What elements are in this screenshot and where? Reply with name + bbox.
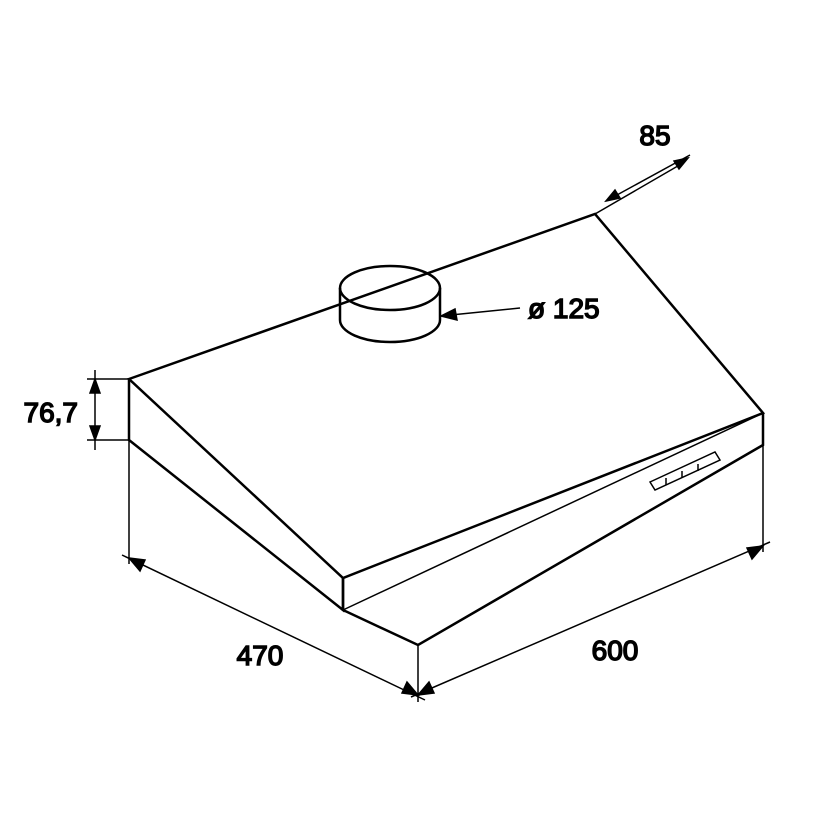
hood-body: [129, 214, 763, 645]
hood-left-face: [129, 379, 343, 610]
arrow-depth-end: [402, 682, 418, 695]
arrow-depth-start: [129, 558, 145, 571]
control-panel: [650, 452, 720, 490]
label-85: 85: [639, 120, 670, 151]
dimension-85: 85: [595, 120, 690, 214]
dimension-diameter: ø 125: [441, 293, 600, 324]
hood-bevel-line: [343, 413, 763, 610]
label-diameter: ø 125: [528, 293, 600, 324]
label-depth: 470: [237, 640, 284, 671]
arrow-85-start: [606, 190, 620, 201]
dimension-width: 600: [411, 445, 770, 697]
hood-front-face: [343, 413, 763, 645]
arrow-diameter: [441, 309, 457, 320]
arrow-width-end: [747, 546, 763, 559]
vent-cylinder: [340, 266, 440, 342]
hood-top-face: [129, 214, 763, 578]
arrow-height-top: [90, 379, 100, 393]
label-height: 76,7: [24, 397, 79, 428]
dimension-height: 76,7: [24, 370, 130, 450]
dimension-depth: 470: [122, 440, 425, 702]
label-width: 600: [592, 635, 639, 666]
arrow-width-start: [418, 682, 434, 695]
vent-side: [340, 288, 440, 342]
technical-drawing: 85 ø 125 76,7 470 600: [0, 0, 838, 839]
arrow-height-bot: [90, 426, 100, 440]
vent-top: [340, 266, 440, 310]
